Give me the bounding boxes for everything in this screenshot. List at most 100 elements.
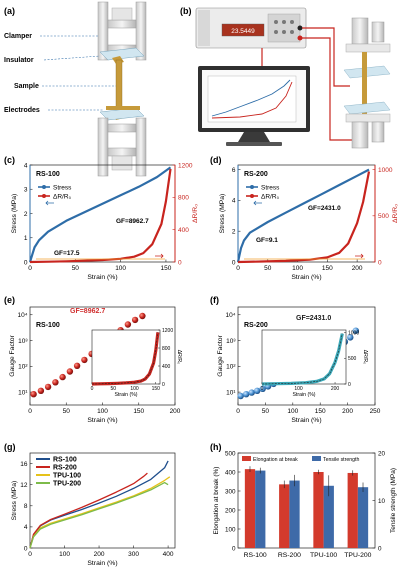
category-label: TPU-200 xyxy=(344,552,371,559)
x-axis-label: Strain (%) xyxy=(87,560,117,567)
inset-curve-core xyxy=(91,332,159,385)
category-label: RS-200 xyxy=(278,552,301,559)
monitor xyxy=(198,66,310,146)
bar-elongation xyxy=(313,472,324,548)
bar-tensile xyxy=(323,485,334,548)
panel-letter: (e) xyxy=(4,295,15,305)
y-tick-label: 16 xyxy=(20,461,28,468)
y-axis-label: Gauge Factor xyxy=(217,334,224,376)
x-tick-label: 200 xyxy=(170,408,181,415)
x-tick-label: 100 xyxy=(115,265,126,272)
category-label: TPU-100 xyxy=(310,552,337,559)
legend-label: RS-200 xyxy=(53,465,77,472)
panel-a: (a) Clamper xyxy=(4,1,147,177)
x-tick-label: 50 xyxy=(63,408,71,415)
legend-stress-marker xyxy=(250,185,254,189)
label-sample: Sample xyxy=(14,83,39,90)
legend-label: TPU-100 xyxy=(53,473,81,480)
y-axis-label: Stress (MPa) xyxy=(11,481,18,521)
plot-frame xyxy=(29,452,176,549)
y-tick-label: 400 xyxy=(225,469,236,476)
resistance-axis-arrow xyxy=(355,253,364,259)
legend-stress-label: Stress xyxy=(261,184,280,191)
y-tick-label: 4 xyxy=(24,162,28,169)
gf-low-annotation: GF=9.1 xyxy=(256,237,278,244)
legend-label: TPU-200 xyxy=(53,481,81,488)
panel-letter: (d) xyxy=(210,155,222,165)
gf-annotation: GF=8962.7 xyxy=(70,308,105,315)
plot-frame xyxy=(237,306,376,406)
legend-elongation-swatch xyxy=(242,456,251,461)
y-tick-label: 10⁴ xyxy=(17,312,27,319)
y2-tick-label: 800 xyxy=(178,195,189,202)
gf-annotation: GF=2431.0 xyxy=(296,315,331,322)
panel-letter: (h) xyxy=(210,442,222,452)
gf-low-annotation: GF=17.5 xyxy=(54,250,80,257)
series-line-tpu-100 xyxy=(29,476,171,549)
chart-g-stress-strain-comparison: 0 100 200 300 400 0 4 8 12 16 Strain (%) Stress (MP… xyxy=(4,442,176,567)
sample-label: RS-100 xyxy=(36,171,60,178)
gf-data-point xyxy=(254,387,261,394)
gf-high-annotation: GF=2431.0 xyxy=(308,205,341,212)
bar-tensile xyxy=(289,480,300,548)
bar-elongation xyxy=(347,472,358,548)
y2-tick-label: 20 xyxy=(378,450,386,457)
y-axis-label: Gauge Factor xyxy=(9,334,16,376)
y-tick-label: 10¹ xyxy=(226,389,236,396)
y-tick-label: 10² xyxy=(18,364,28,371)
legend-resistance-marker xyxy=(42,194,46,198)
legend-elongation-label: Elongation at break xyxy=(253,457,298,463)
inset-frame xyxy=(261,329,347,385)
stress-series-line xyxy=(28,166,172,263)
bar-tensile xyxy=(255,470,266,548)
inset-x-tick-label: 150 xyxy=(152,386,161,392)
gf-data-point xyxy=(52,379,59,386)
inset-curve-core xyxy=(261,333,343,385)
gf-data-point xyxy=(30,391,37,398)
gf-data-point xyxy=(248,389,255,396)
x-tick-label: 100 xyxy=(287,408,298,415)
y-tick-label: 0 xyxy=(24,545,28,552)
inset-y-tick-label: 800 xyxy=(162,346,171,352)
sample-label: RS-100 xyxy=(36,322,60,329)
x-tick-label: 400 xyxy=(163,551,174,558)
inset-y-tick-label: 1000 xyxy=(348,330,359,336)
x-axis-label: Strain (%) xyxy=(291,417,321,424)
inset-x-label: Strain (%) xyxy=(114,392,137,398)
stress-series-line xyxy=(236,168,370,263)
chart-f-gauge-factor-rs200: 0 50 100 150 200 250 10¹ 10² 10³ 10⁴ Strain (%) Gau… xyxy=(210,295,381,424)
top-insulator xyxy=(99,47,145,61)
y2-tick-label: 0 xyxy=(378,259,382,266)
multimeter: 23.5449 xyxy=(195,7,307,49)
x-tick-label: 50 xyxy=(262,408,270,415)
stress-axis-arrow xyxy=(45,200,54,206)
x-tick-label: 150 xyxy=(315,408,326,415)
meter-display: 23.5449 xyxy=(231,28,255,35)
y-tick-label: 100 xyxy=(225,526,236,533)
resistance-series-line xyxy=(237,171,371,264)
inset-x-label: Strain (%) xyxy=(292,392,315,398)
x-tick-label: 0 xyxy=(28,265,32,272)
gf-data-point xyxy=(259,385,266,392)
y-tick-label: 10⁴ xyxy=(225,312,235,319)
panel-b: (b) 23.5449 xyxy=(180,6,391,149)
legend-tensile-swatch xyxy=(312,456,321,461)
label-clamper: Clamper xyxy=(4,33,32,40)
legend-resistance-label: ΔR/R₀ xyxy=(261,193,280,200)
y2-tick-label: 400 xyxy=(178,227,189,234)
x-tick-label: 100 xyxy=(59,551,70,558)
y2-tick-label: 1000 xyxy=(378,167,393,174)
inset-x-tick-label: 0 xyxy=(261,386,264,392)
y2-tick-label: 10 xyxy=(378,498,386,505)
gf-data-point xyxy=(59,373,66,381)
label-insulator: Insulator xyxy=(4,57,34,64)
y-tick-label: 10¹ xyxy=(18,389,28,396)
x-tick-label: 50 xyxy=(72,265,80,272)
panel-a-labels: Clamper Insulator Sample Electrodes xyxy=(4,33,116,114)
bottom-clamper xyxy=(97,106,147,177)
gf-data-point xyxy=(131,316,139,324)
top-clamper xyxy=(97,1,147,61)
x-tick-label: 150 xyxy=(161,265,172,272)
y2-tick-label: 500 xyxy=(378,213,389,220)
plot-frame xyxy=(237,164,376,263)
